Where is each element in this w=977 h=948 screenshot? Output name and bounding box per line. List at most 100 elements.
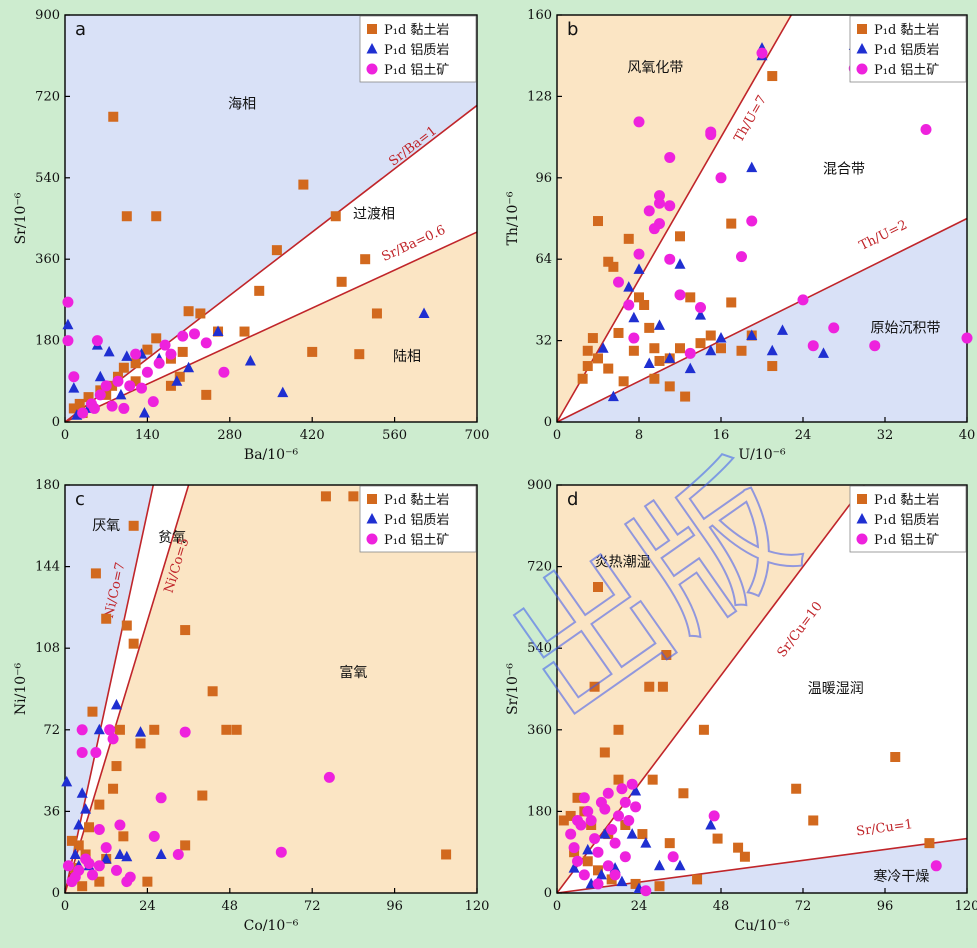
data-point-bauxite-rock [68, 382, 80, 393]
data-point-bauxite-rock [705, 819, 717, 830]
data-point-clay [201, 389, 212, 400]
data-point-bauxite-rock [630, 785, 642, 796]
data-point-bauxite-rock [674, 859, 686, 871]
y-tick-label: 96 [535, 171, 552, 186]
data-point-clay [565, 810, 576, 821]
data-point-clay [623, 233, 634, 244]
y-axis-label: Sr/10⁻⁶ [13, 192, 29, 244]
data-point-bauxite-ore [100, 842, 112, 854]
data-point-clay [83, 392, 94, 403]
data-point-bauxite-ore [623, 814, 635, 826]
data-point-clay [634, 292, 644, 303]
y-tick-label: 0 [544, 415, 552, 430]
data-point-bauxite-ore [147, 396, 159, 408]
legend-triangle-icon [366, 513, 378, 524]
data-point-clay [685, 292, 696, 303]
data-point-bauxite-ore [218, 366, 230, 378]
data-point-bauxite-rock [684, 362, 696, 374]
legend-label: P₁d 铝质岩 [384, 513, 449, 528]
data-point-bauxite-ore [640, 885, 652, 897]
data-point-bauxite-ore [705, 126, 717, 138]
data-point-clay [174, 371, 185, 382]
x-tick-label: 24 [795, 428, 812, 443]
series-bauxite-ore [613, 47, 973, 359]
zone-label: 贫氧 [158, 530, 186, 546]
data-point-bauxite-ore [828, 322, 840, 334]
data-point-bauxite-rock [674, 258, 686, 269]
data-point-bauxite-ore [86, 869, 98, 881]
data-point-bauxite-ore [746, 215, 758, 227]
data-point-clay [599, 747, 610, 758]
x-tick-label: 120 [955, 899, 977, 914]
data-point-bauxite-rock [777, 324, 788, 335]
data-point-clay [657, 681, 668, 692]
data-point-clay [603, 256, 614, 267]
data-point-bauxite-ore [619, 851, 631, 863]
data-point-bauxite-rock [705, 344, 717, 356]
data-point-bauxite-ore [578, 869, 590, 881]
data-point-clay [77, 881, 88, 892]
x-tick-label: 24 [139, 899, 156, 914]
data-point-bauxite-ore [111, 864, 122, 876]
data-point-clay [142, 876, 153, 887]
data-point-clay [118, 362, 129, 373]
x-tick-label: 700 [465, 428, 490, 443]
y-tick-label: 720 [527, 560, 552, 575]
data-point-bauxite-ore [200, 337, 212, 349]
data-point-clay [654, 881, 665, 892]
data-point-clay [121, 620, 132, 631]
legend-box [359, 15, 477, 83]
data-point-clay [620, 820, 631, 830]
data-point-bauxite-rock [654, 319, 665, 330]
data-point-clay [767, 361, 778, 372]
x-tick-label: 40 [959, 428, 976, 443]
legend-label: P₁d 铝质岩 [874, 513, 939, 528]
data-point-bauxite-ore [578, 792, 590, 804]
data-point-bauxite-ore [91, 335, 103, 347]
data-point-clay [207, 686, 218, 697]
data-point-bauxite-rock [664, 352, 676, 363]
zone-middle-region [557, 485, 967, 893]
data-point-clay [320, 491, 331, 502]
legend-label: P₁d 铝土矿 [384, 63, 449, 78]
data-point-clay [593, 216, 603, 227]
data-point-clay [151, 211, 162, 222]
series-bauxite-ore [62, 296, 230, 419]
y-tick-label: 36 [43, 804, 60, 819]
data-point-bauxite-ore [715, 172, 727, 184]
data-point-clay [142, 344, 153, 355]
data-point-bauxite-ore [609, 869, 621, 881]
data-point-bauxite-rock [155, 848, 167, 859]
y-tick-label: 0 [52, 886, 60, 901]
data-point-clay [151, 333, 162, 344]
data-point-clay [183, 306, 194, 317]
data-point-bauxite-rock [76, 787, 88, 798]
data-point-bauxite-ore [153, 357, 165, 369]
data-point-clay [149, 724, 160, 735]
data-point-bauxite-ore [664, 200, 676, 212]
legend: P₁d 黏土岩 P₁d 铝质岩 P₁d 铝土矿 [849, 15, 967, 83]
data-point-clay [195, 308, 206, 319]
data-point-bauxite-rock [121, 850, 133, 862]
legend-circle-icon [366, 533, 378, 545]
data-point-bauxite-ore [674, 289, 686, 301]
data-point-bauxite-rock [654, 859, 665, 871]
data-point-clay [587, 333, 598, 344]
legend-label: P₁d 铝质岩 [384, 43, 449, 58]
legend-label: P₁d 铝土矿 [874, 533, 939, 548]
data-point-clay [121, 211, 132, 222]
y-tick-label: 0 [52, 415, 60, 430]
legend-label: P₁d 黏土岩 [384, 22, 449, 38]
data-point-bauxite-ore [619, 796, 631, 808]
data-point-bauxite-rock [62, 318, 74, 330]
data-point-bauxite-rock [633, 263, 645, 274]
data-point-bauxite-rock [135, 726, 147, 737]
data-point-bauxite-ore [756, 47, 768, 59]
data-point-bauxite-ore [568, 842, 580, 854]
chart-panel-b: 0 8 16 24 32 40 0 32 64 96 128 160 U/10⁻⁶ Th/10⁻⁶ b 风氧化… [505, 8, 975, 463]
legend-circle-icon [856, 63, 868, 75]
data-point-bauxite-ore [141, 366, 153, 378]
data-point-bauxite-ore [118, 402, 130, 414]
data-point-clay [74, 398, 85, 409]
data-point-clay [739, 851, 750, 862]
